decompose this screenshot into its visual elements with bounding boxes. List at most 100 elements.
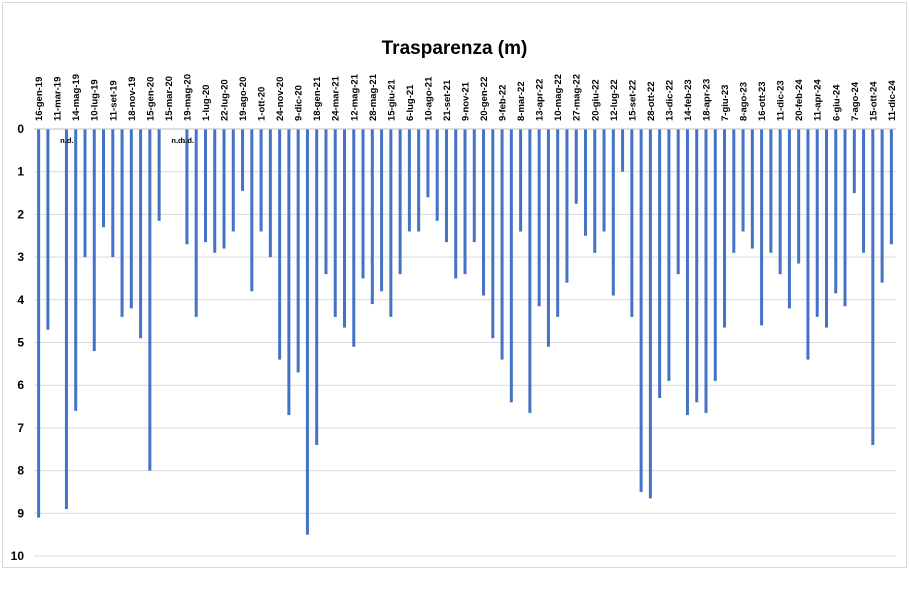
bar: [435, 129, 439, 221]
bar: [213, 129, 217, 253]
bar: [343, 129, 347, 328]
x-tick-label: 12-lug-22: [609, 79, 620, 121]
bar: [732, 129, 736, 253]
x-tick-label: 13-apr-22: [535, 79, 546, 121]
bar: [120, 129, 124, 317]
bar: [806, 129, 810, 360]
bar: [370, 129, 374, 305]
bar: [500, 129, 504, 360]
bar: [824, 129, 828, 328]
x-tick-label: 1-ott-20: [257, 87, 268, 121]
bar: [250, 129, 254, 292]
bar: [491, 129, 495, 339]
x-tick-label: 11-apr-24: [813, 79, 824, 121]
missing-label: n.d.: [181, 136, 194, 145]
bar: [639, 129, 643, 492]
bar: [361, 129, 365, 279]
x-tick-label: 20-gen-22: [479, 77, 490, 121]
x-tick-label: 7-giu-23: [720, 85, 731, 121]
y-tick-label: 3: [17, 250, 24, 264]
x-tick-label: 11-dic-23: [776, 80, 787, 121]
x-tick-label: 20-giu-22: [590, 79, 601, 121]
x-tick-label: 15-ott-24: [868, 81, 879, 121]
bar: [398, 129, 402, 275]
x-tick-label: 19-ago-20: [238, 77, 249, 121]
bar: [815, 129, 819, 317]
bar: [482, 129, 486, 296]
x-tick-label: 12-mag-21: [349, 73, 360, 121]
bar: [463, 129, 467, 275]
x-tick-label: 6-lug-21: [405, 84, 416, 121]
x-tick-label: 20-feb-24: [794, 79, 805, 121]
x-tick-label: 10-ago-21: [423, 76, 434, 121]
bar: [287, 129, 291, 416]
missing-label: n.d.: [60, 136, 73, 145]
x-tick-label: 16-gen-19: [34, 77, 45, 121]
bar: [352, 129, 356, 347]
bar: [769, 129, 773, 253]
x-tick-label: 6-giu-24: [831, 84, 842, 121]
bar: [83, 129, 87, 258]
y-tick-label: 9: [17, 506, 24, 520]
y-tick-label: 6: [17, 378, 24, 392]
bar: [778, 129, 782, 275]
x-tick-label: 24-nov-20: [275, 77, 286, 121]
x-tick-label: 8-ago-23: [739, 82, 750, 121]
bar: [871, 129, 875, 445]
bar: [704, 129, 708, 413]
bar: [111, 129, 115, 258]
bar: [129, 129, 133, 309]
bar: [852, 129, 856, 194]
x-tick-label: 1-lug-20: [201, 85, 212, 121]
bar: [834, 129, 838, 294]
bar: [231, 129, 235, 232]
x-tick-label: 15-giu-21: [386, 79, 397, 121]
bar: [203, 129, 207, 243]
y-tick-label: 10: [11, 549, 25, 563]
bar: [695, 129, 699, 403]
bar: [546, 129, 550, 347]
bar: [648, 129, 652, 499]
bar: [268, 129, 272, 258]
bar: [74, 129, 78, 411]
bar: [797, 129, 801, 264]
bar: [843, 129, 847, 307]
x-tick-label: 18-nov-19: [127, 77, 138, 121]
bar: [889, 129, 893, 245]
missing-labels: n.d. n.d.n.d.: [60, 136, 194, 145]
x-tick-label: 18-gen-21: [312, 76, 323, 121]
bar: [102, 129, 106, 228]
y-tick-label: 4: [17, 293, 24, 307]
bar: [611, 129, 615, 296]
y-tick-label: 0: [17, 122, 24, 136]
x-tick-label: 13-dic-22: [664, 80, 675, 121]
bar: [658, 129, 662, 399]
bar: [685, 129, 689, 416]
y-tick-label: 1: [17, 165, 24, 179]
bar: [621, 129, 625, 172]
bar: [426, 129, 430, 198]
bar: [593, 129, 597, 253]
x-tick-label: 28-ott-22: [646, 81, 657, 121]
x-tick-label: 10-mag-22: [553, 74, 564, 121]
x-tick-label: 21-set-21: [442, 79, 453, 121]
bar: [185, 129, 189, 245]
bar: [741, 129, 745, 232]
bar: [750, 129, 754, 249]
bar: [324, 129, 328, 275]
bar: [92, 129, 96, 352]
x-tick-label: 24-mar-21: [331, 75, 342, 121]
x-tick-label: 28-mag-21: [368, 73, 379, 121]
x-tick-label: 11-dic-24: [887, 80, 898, 121]
bar: [64, 129, 68, 510]
bar: [46, 129, 50, 330]
bar: [380, 129, 384, 292]
y-tick-label: 7: [17, 421, 24, 435]
bar: [389, 129, 393, 317]
y-tick-label: 8: [17, 464, 24, 478]
bar: [333, 129, 337, 317]
bar: [880, 129, 884, 283]
bar: [278, 129, 282, 360]
bar: [139, 129, 143, 339]
